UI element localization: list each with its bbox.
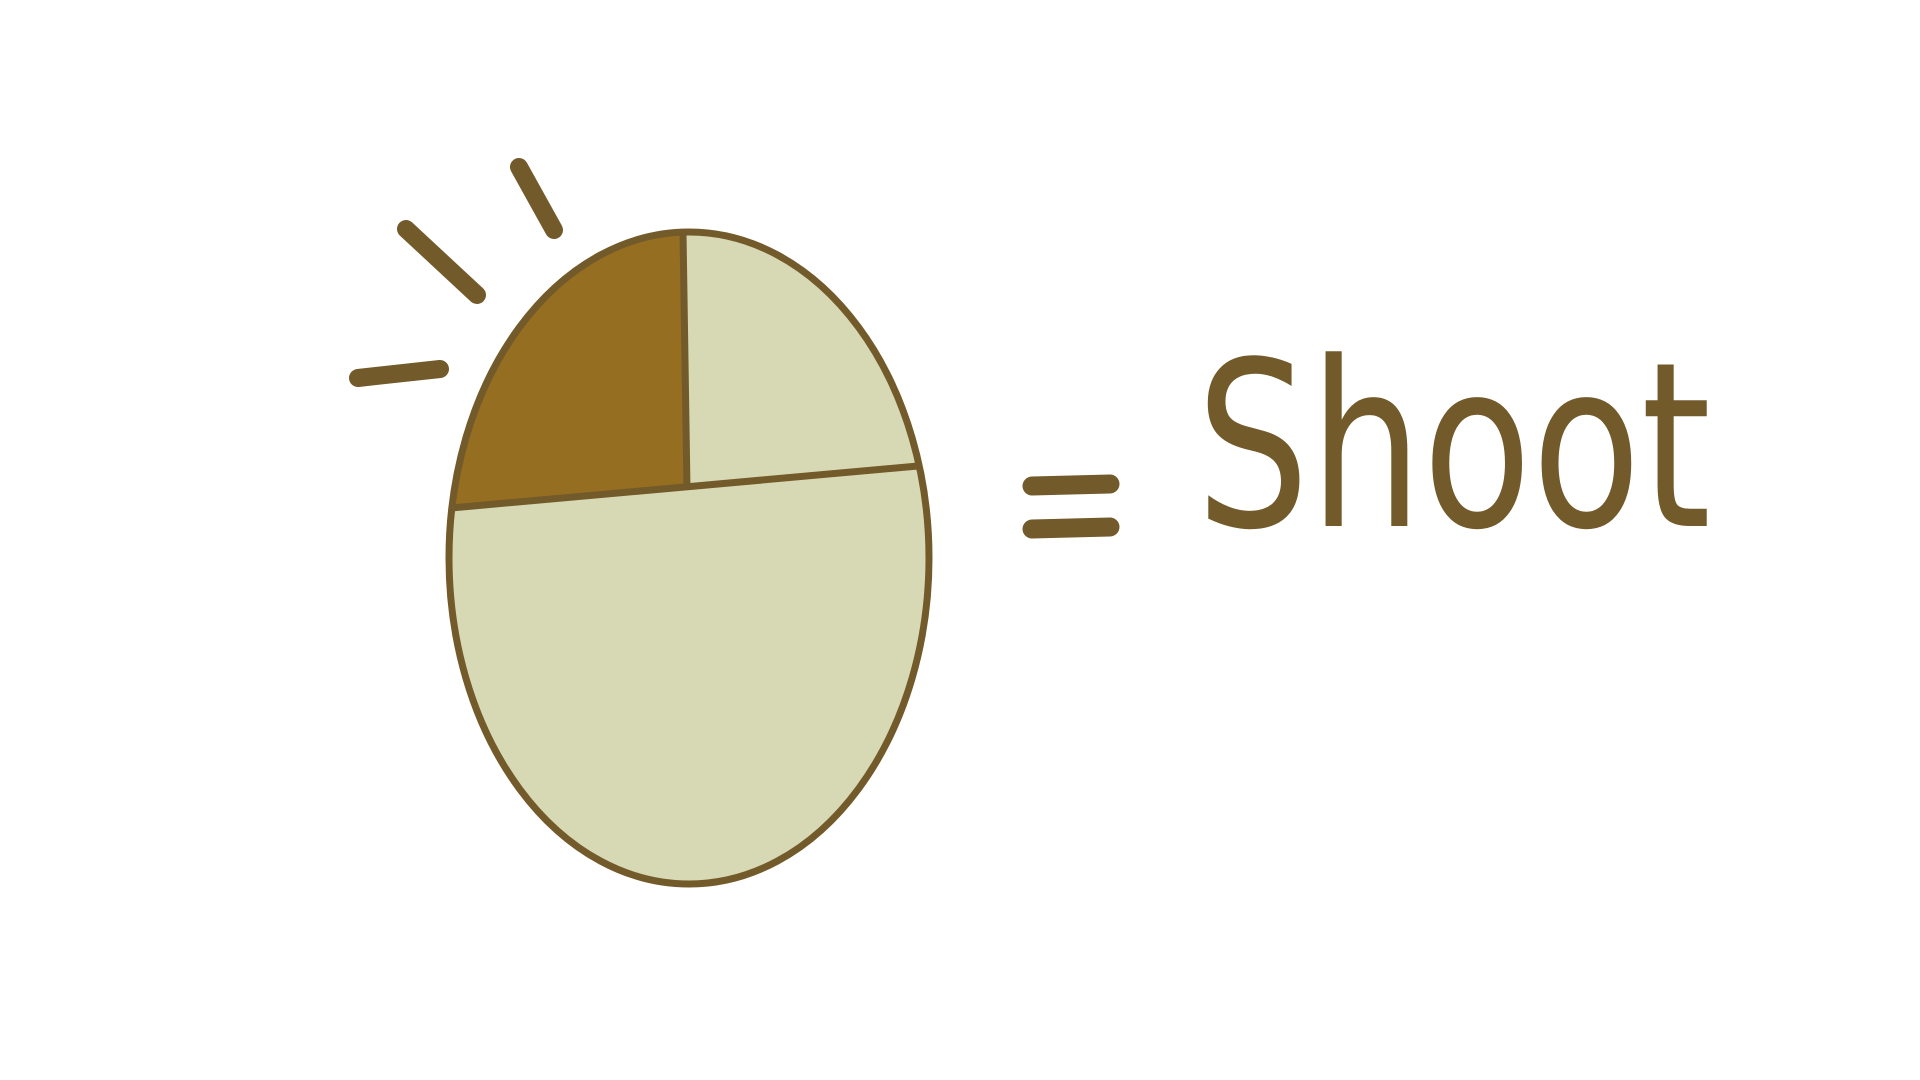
click-ray	[397, 220, 486, 304]
mouse-icon	[445, 228, 933, 888]
action-label: Shoot	[1196, 314, 1711, 581]
left-button	[449, 232, 687, 510]
click-ray	[349, 360, 449, 387]
equals-bar	[1022, 517, 1120, 539]
click-ray	[510, 158, 563, 239]
button-split	[679, 232, 691, 490]
equals-bar	[1022, 474, 1120, 496]
click-rays	[349, 158, 563, 387]
mouse-outline	[445, 228, 933, 888]
equals-sign	[1022, 474, 1120, 539]
